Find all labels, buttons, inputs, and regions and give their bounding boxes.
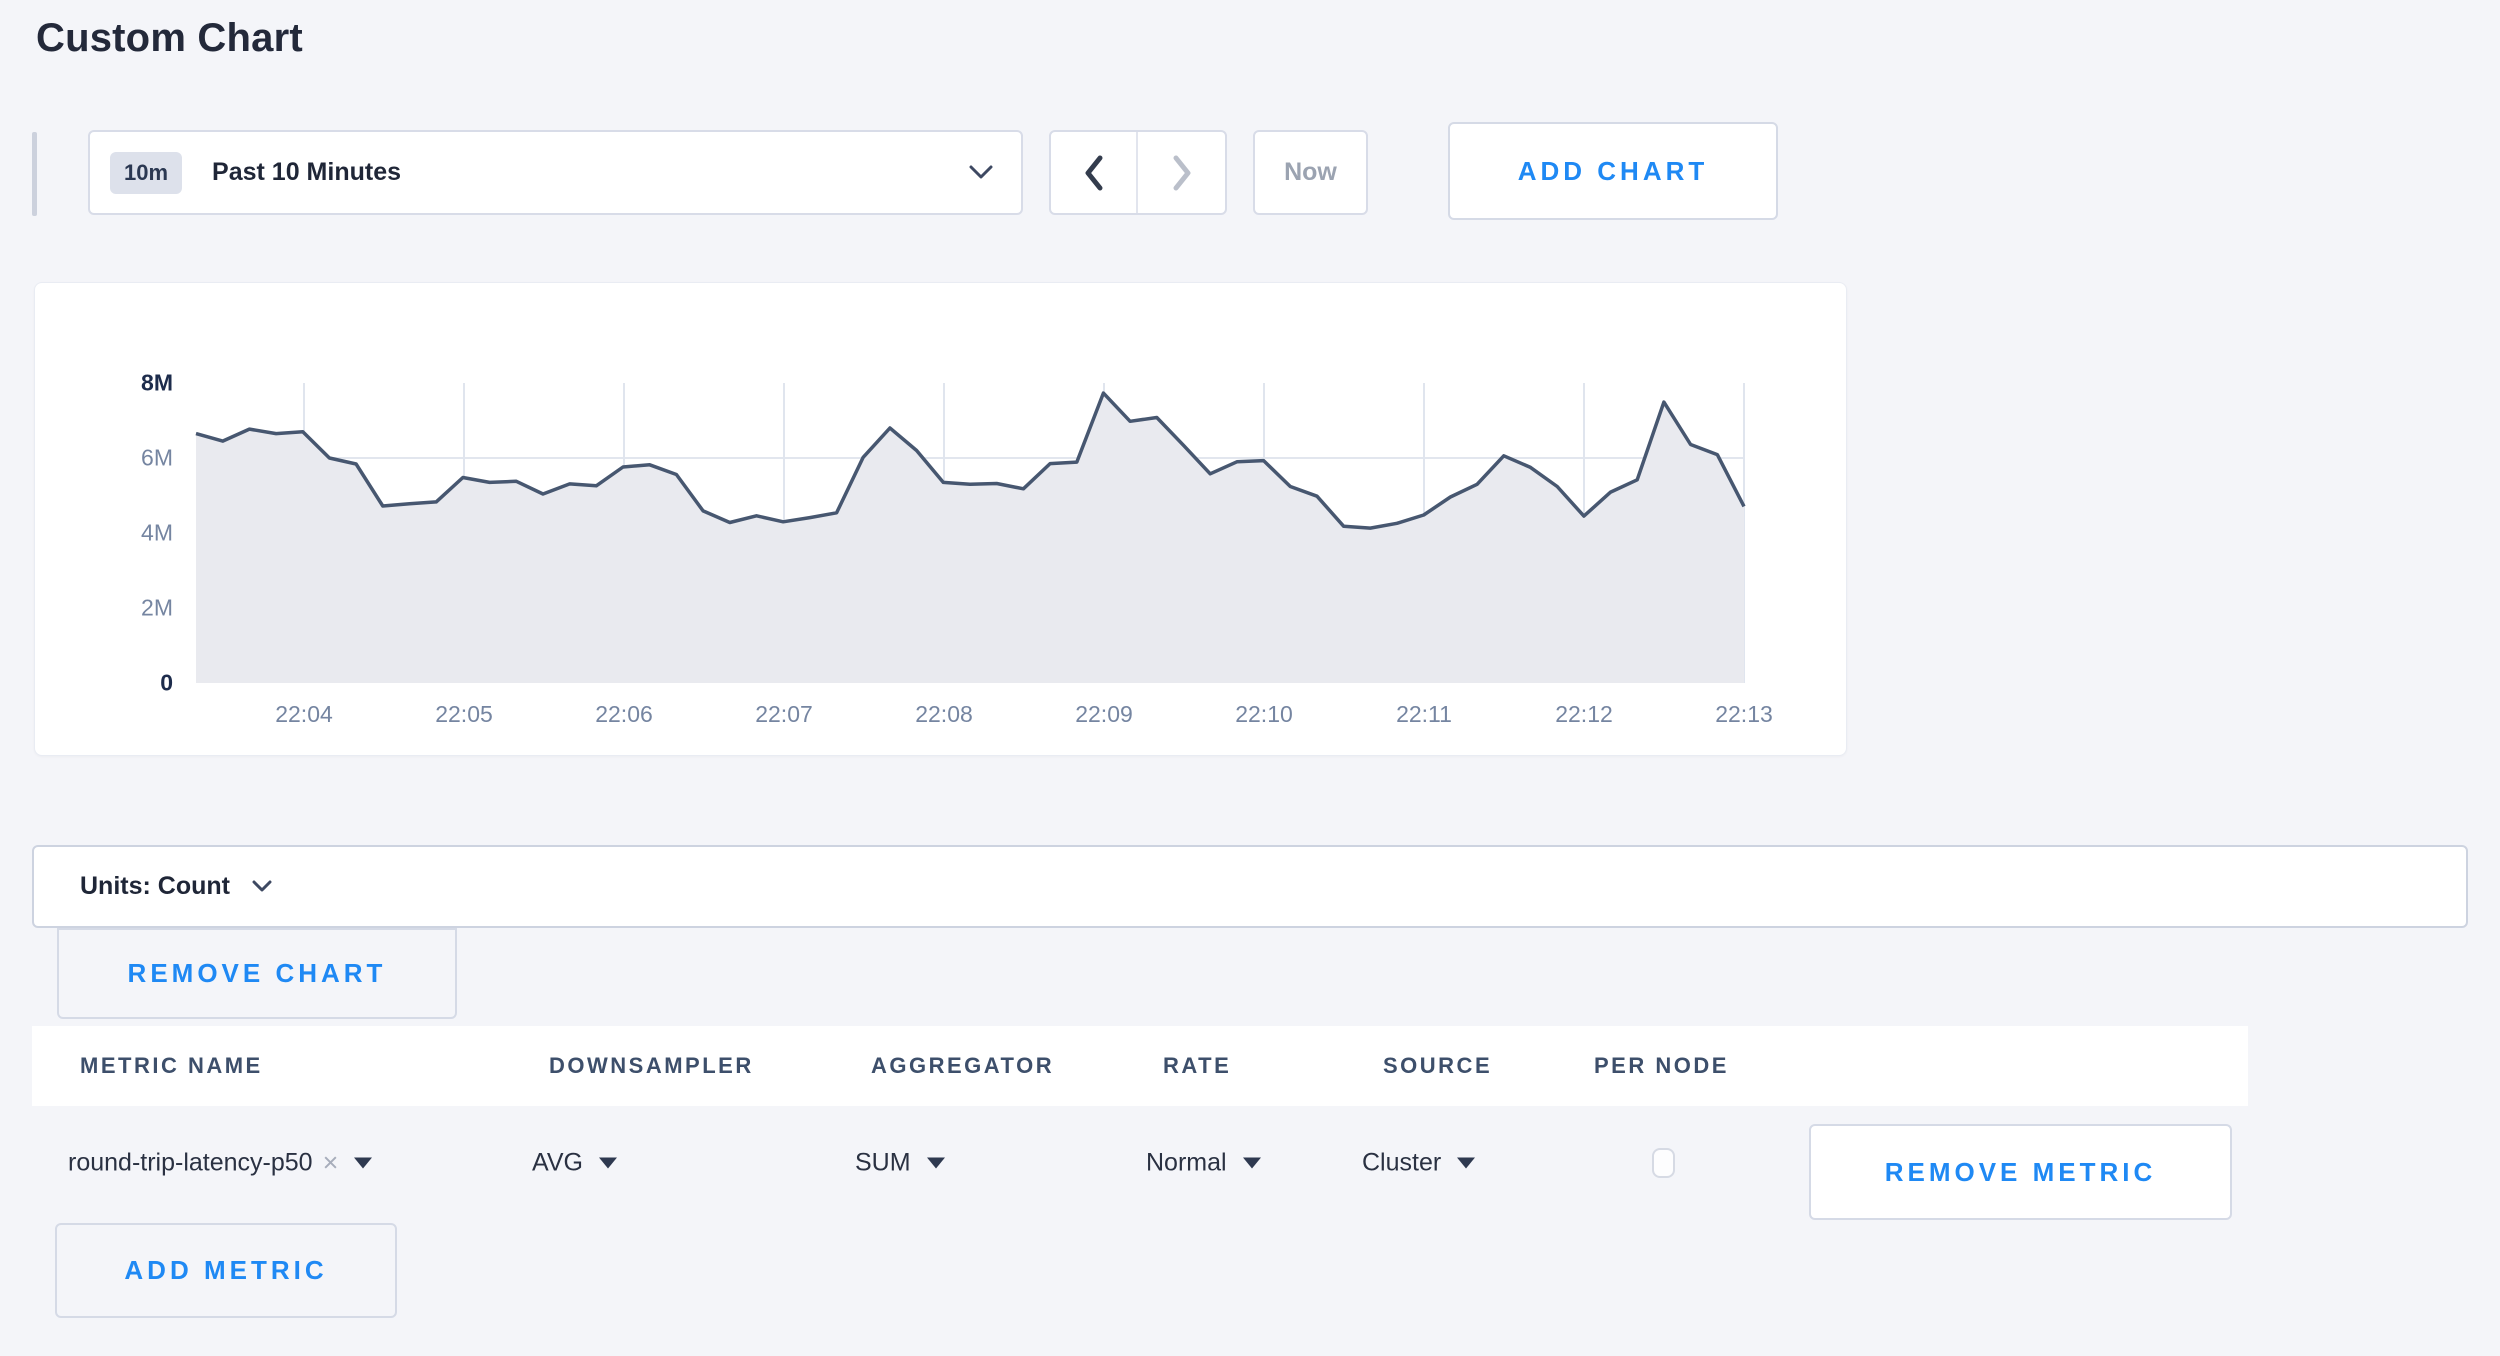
remove-metric-button[interactable]: REMOVE METRIC <box>1809 1124 2232 1220</box>
dropdown-caret-icon <box>926 1157 945 1169</box>
units-select[interactable]: Units: Count <box>32 845 2468 928</box>
time-window-select[interactable]: 10m Past 10 Minutes <box>88 130 1023 215</box>
timeseries-chart[interactable] <box>35 283 1848 757</box>
col-aggregator: AGGREGATOR <box>871 1053 1055 1078</box>
col-per-node: PER NODE <box>1594 1053 1729 1078</box>
x-tick-label: 22:05 <box>435 701 493 727</box>
time-window-badge: 10m <box>110 151 183 194</box>
source-value: Cluster <box>1362 1148 1442 1177</box>
x-tick-label: 22:11 <box>1396 701 1452 727</box>
y-tick-label: 8M <box>141 369 173 396</box>
time-nav-group <box>1049 130 1227 215</box>
prev-time-button[interactable] <box>1051 132 1138 213</box>
col-rate: RATE <box>1163 1053 1232 1078</box>
y-tick-label: 6M <box>141 444 173 471</box>
dropdown-caret-icon <box>354 1157 373 1169</box>
time-window-label: Past 10 Minutes <box>212 158 401 186</box>
rate-select[interactable]: Normal <box>1146 1149 1261 1178</box>
chevron-right-icon <box>1171 155 1193 191</box>
metric-name-select[interactable]: round-trip-latency-p50 × <box>68 1147 373 1179</box>
downsampler-value: AVG <box>532 1148 583 1177</box>
per-node-checkbox[interactable] <box>1652 1148 1675 1178</box>
col-metric-name: METRIC NAME <box>80 1053 263 1078</box>
col-downsampler: DOWNSAMPLER <box>549 1053 754 1078</box>
source-select[interactable]: Cluster <box>1362 1148 1476 1178</box>
x-tick-label: 22:10 <box>1235 701 1293 727</box>
rate-value: Normal <box>1146 1148 1227 1177</box>
page-title: Custom Chart <box>36 16 303 60</box>
y-tick-label: 0 <box>160 669 173 696</box>
remove-chart-button[interactable]: REMOVE CHART <box>57 928 457 1019</box>
series-area <box>196 393 1744 683</box>
x-tick-label: 22:13 <box>1715 701 1773 727</box>
dropdown-caret-icon <box>1457 1157 1476 1169</box>
metrics-table-header: METRIC NAME DOWNSAMPLER AGGREGATOR RATE … <box>32 1026 2248 1106</box>
metric-row: round-trip-latency-p50 × AVG SUM Normal … <box>0 1106 2500 1220</box>
y-tick-label: 2M <box>141 594 173 621</box>
downsampler-select[interactable]: AVG <box>532 1149 617 1178</box>
aggregator-select[interactable]: SUM <box>855 1149 945 1178</box>
chevron-down-icon <box>252 880 272 893</box>
add-metric-button[interactable]: ADD METRIC <box>55 1223 397 1318</box>
x-tick-label: 22:09 <box>1075 701 1133 727</box>
aggregator-value: SUM <box>855 1148 911 1177</box>
timeseries-chart-card: 0 2M 4M 6M 8M 22:04 22:05 22:06 22:07 22:08 22:09… <box>34 282 1847 756</box>
y-tick-label: 4M <box>141 519 173 546</box>
x-tick-label: 22:07 <box>755 701 813 727</box>
chevron-down-icon <box>969 165 993 180</box>
left-rail-divider <box>32 132 37 216</box>
x-tick-label: 22:12 <box>1555 701 1613 727</box>
chevron-left-icon <box>1083 155 1105 191</box>
metric-name-value: round-trip-latency-p50 <box>68 1148 313 1177</box>
clear-metric-icon[interactable]: × <box>322 1147 339 1178</box>
next-time-button[interactable] <box>1138 132 1225 213</box>
series-line <box>195 391 1746 530</box>
x-tick-label: 22:08 <box>915 701 973 727</box>
dropdown-caret-icon <box>1242 1157 1261 1169</box>
now-button[interactable]: Now <box>1253 130 1368 215</box>
x-tick-label: 22:04 <box>275 701 333 727</box>
x-tick-label: 22:06 <box>595 701 653 727</box>
add-chart-button[interactable]: ADD CHART <box>1448 122 1778 220</box>
units-select-label: Units: Count <box>80 872 230 900</box>
col-source: SOURCE <box>1383 1053 1493 1078</box>
dropdown-caret-icon <box>598 1157 617 1169</box>
